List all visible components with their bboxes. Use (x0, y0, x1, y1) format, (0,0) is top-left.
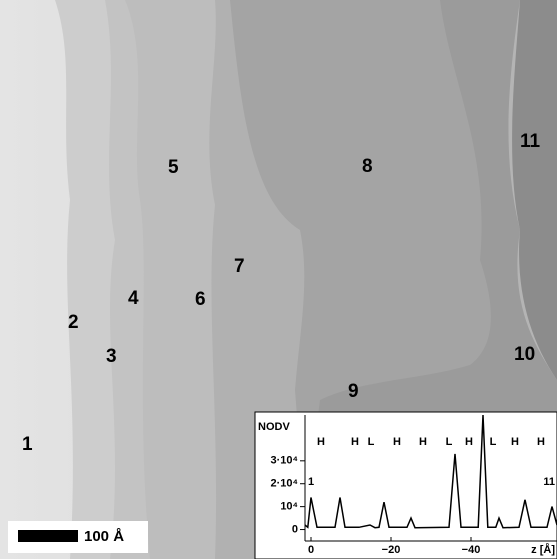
y-tick-label: 3·10⁴ (271, 455, 298, 467)
region-label: 7 (234, 256, 245, 277)
x-tick-label: −20 (382, 544, 401, 556)
scale-label: 100 Å (84, 528, 124, 545)
region-label: 2 (68, 312, 79, 333)
x-axis-label: z [Å] (531, 543, 555, 556)
region-label: 6 (195, 289, 206, 310)
peak-label: L (368, 436, 375, 448)
scale-bar: 100 Å (8, 521, 148, 553)
end-label: 11 (543, 476, 555, 488)
region-label: 5 (168, 157, 179, 178)
y-tick-label: 0 (292, 523, 298, 535)
y-axis-label: NODV (258, 421, 290, 433)
peak-label: H (393, 436, 401, 448)
region-label: 1 (22, 434, 33, 455)
peak-label: H (465, 436, 473, 448)
peak-label: H (419, 436, 427, 448)
end-label: 1 (308, 476, 314, 488)
x-tick-label: 0 (308, 544, 314, 556)
y-tick-label: 2·10⁴ (271, 478, 298, 490)
x-tick-label: −40 (462, 544, 481, 556)
peak-label: L (490, 436, 497, 448)
region-label: 10 (514, 344, 535, 365)
region-label: 11 (520, 131, 541, 152)
region-label: 3 (106, 346, 117, 367)
peak-label: H (351, 436, 359, 448)
peak-label: H (317, 436, 325, 448)
region-label: 8 (362, 156, 373, 177)
peak-label: H (537, 436, 545, 448)
region-label: 4 (128, 288, 139, 309)
region-label: 9 (348, 381, 359, 402)
peak-label: L (446, 436, 453, 448)
peak-label: H (511, 436, 519, 448)
y-tick-label: 10⁴ (280, 501, 298, 513)
profile-line (304, 414, 557, 529)
